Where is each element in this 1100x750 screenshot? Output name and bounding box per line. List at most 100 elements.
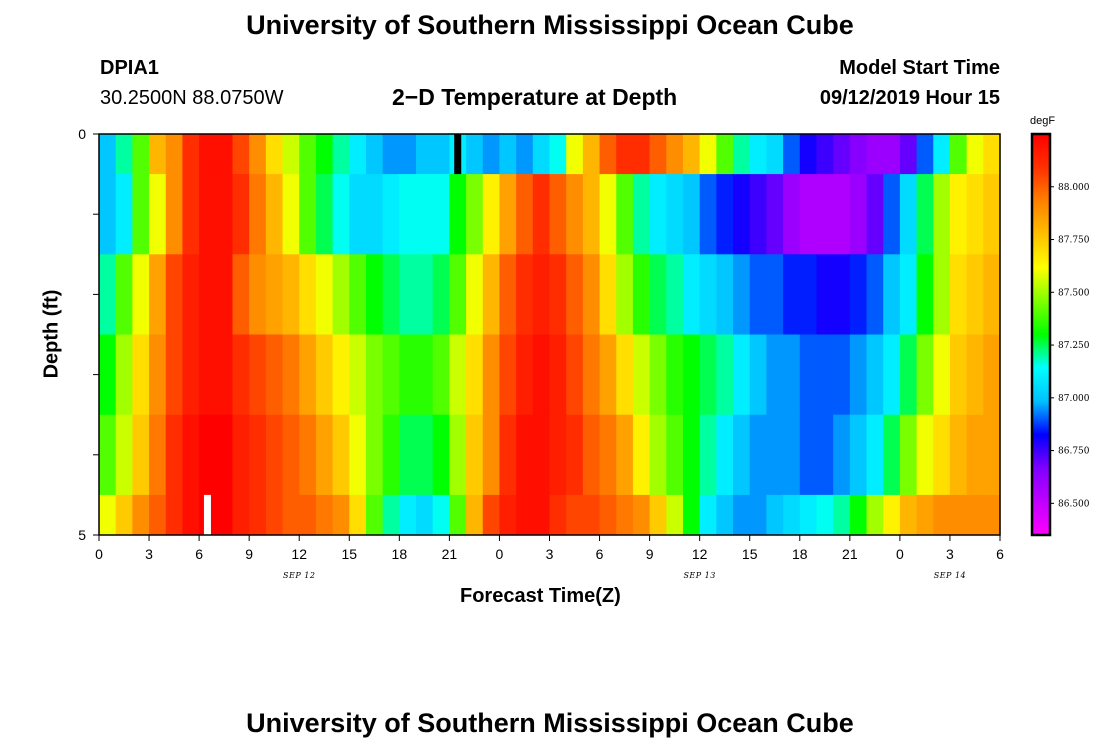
heatmap-cell	[482, 494, 501, 536]
heatmap-cell	[699, 134, 717, 175]
heatmap-cell	[332, 134, 350, 175]
colorbar-tick-label: 86.500	[1058, 499, 1090, 509]
heatmap-cell	[566, 334, 584, 416]
heatmap-cell	[299, 254, 317, 335]
heatmap-cell	[382, 334, 400, 416]
heatmap-cell	[299, 134, 317, 175]
heatmap-cell	[132, 494, 150, 536]
x-tick-label: 21	[842, 546, 858, 562]
heatmap-cell	[849, 494, 868, 536]
x-tick-label: 15	[341, 546, 357, 562]
heatmap-cell	[783, 414, 801, 496]
heatmap-cell	[699, 174, 717, 255]
heatmap-cell	[799, 254, 818, 335]
heatmap-cell	[532, 414, 551, 496]
heatmap-cell	[632, 334, 651, 416]
heatmap-cell	[265, 254, 284, 335]
heatmap-cell	[616, 414, 634, 496]
heatmap-cell	[933, 254, 951, 335]
heatmap-cell	[315, 414, 334, 496]
heatmap-cell	[749, 494, 768, 536]
heatmap-cell	[983, 134, 1001, 175]
heatmap-cell	[365, 174, 384, 255]
heatmap-cell	[899, 134, 918, 175]
heatmap-cell	[549, 494, 567, 536]
heatmap-cell	[199, 254, 217, 335]
colorbar: degF 86.500 86.750 87.000 87.250 87.500 87.75…	[1030, 115, 1090, 537]
heatmap-cell	[332, 414, 350, 496]
heatmap-cell	[632, 134, 651, 175]
heatmap-cell	[165, 414, 184, 496]
heatmap-cell	[149, 414, 167, 496]
x-tick-label: 12	[692, 546, 708, 562]
heatmap-cell	[349, 414, 367, 496]
heatmap-cell	[866, 414, 884, 496]
heatmap-cell	[349, 494, 367, 536]
x-tick-label: 9	[646, 546, 654, 562]
x-tick-label: 18	[792, 546, 808, 562]
heatmap-cell	[933, 174, 951, 255]
colorbar-tick-label: 87.750	[1058, 236, 1090, 246]
heatmap-cell	[649, 334, 667, 416]
heatmap-cell	[883, 134, 901, 175]
heatmap-cell	[249, 174, 267, 255]
heatmap-cell	[566, 174, 584, 255]
heatmap-cell	[532, 254, 551, 335]
heatmap-cell	[382, 134, 400, 175]
heatmap-cell	[799, 134, 818, 175]
heatmap-cell	[716, 134, 734, 175]
heatmap-cell	[682, 414, 701, 496]
heatmap-cell	[149, 494, 167, 536]
heatmap-cell	[532, 334, 551, 416]
heatmap-cell	[933, 334, 951, 416]
heatmap-cell	[315, 254, 334, 335]
heatmap-cell	[682, 254, 701, 335]
heatmap-cell	[549, 414, 567, 496]
heatmap-cell	[165, 254, 184, 335]
heatmap-cell	[766, 134, 784, 175]
heatmap-cell	[365, 134, 384, 175]
heatmap-cell	[416, 134, 434, 175]
heatmap-cell	[949, 414, 968, 496]
heatmap-cell	[816, 174, 834, 255]
heatmap-cell	[799, 334, 818, 416]
heatmap-cell	[866, 494, 884, 536]
heatmap-cell	[699, 334, 717, 416]
x-tick-label: 6	[996, 546, 1004, 562]
heatmap-cell	[983, 494, 1001, 536]
heatmap-cell	[766, 334, 784, 416]
heatmap-cell	[466, 134, 484, 175]
heatmap-cell	[466, 494, 484, 536]
heatmap-cell	[783, 174, 801, 255]
heatmap-cell	[516, 174, 534, 255]
heatmap-cell	[616, 334, 634, 416]
heatmap-cell	[499, 414, 517, 496]
heatmap-marker	[454, 134, 462, 175]
heatmap-cell	[449, 254, 467, 335]
heatmap-cell	[232, 494, 250, 536]
heatmap-cell	[616, 174, 634, 255]
heatmap-cell	[215, 494, 234, 536]
heatmap-cell	[132, 414, 150, 496]
heatmap-cell	[315, 494, 334, 536]
heatmap-cell	[549, 334, 567, 416]
heatmap-cell	[549, 254, 567, 335]
heatmap-cell	[282, 334, 300, 416]
heatmap-cell	[299, 334, 317, 416]
heatmap-cell	[783, 134, 801, 175]
heatmap-cell	[566, 134, 584, 175]
heatmap-cell	[983, 414, 1001, 496]
heatmap-cell	[749, 254, 768, 335]
model-start-value: 09/12/2019 Hour 15	[819, 87, 1000, 109]
heatmap-cell	[399, 174, 417, 255]
heatmap-cell	[766, 254, 784, 335]
colorbar-tick-label: 87.500	[1058, 288, 1090, 298]
heatmap-cell	[449, 174, 467, 255]
heatmap-cell	[899, 174, 918, 255]
heatmap-cell	[899, 334, 918, 416]
heatmap-cell	[332, 494, 350, 536]
x-tick-label: 3	[546, 546, 554, 562]
date-label: SEP 12	[283, 571, 315, 580]
top-title: University of Southern Mississippi Ocean…	[246, 10, 854, 40]
